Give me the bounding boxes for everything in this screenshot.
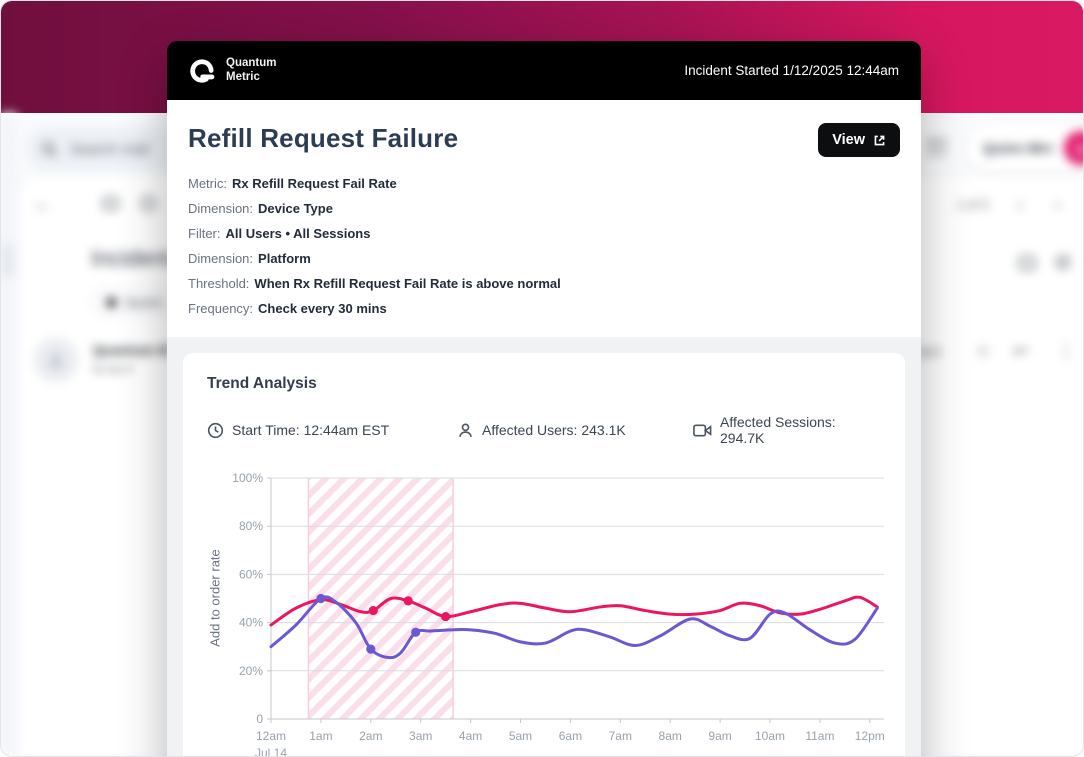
trend-chart-wrap: Add to order rate 0 20% 40% 60% 80% 100% 12am 1…	[207, 464, 885, 756]
sender-name: Quantum M	[93, 342, 170, 358]
star-icon[interactable]: ☆	[975, 341, 992, 361]
detail-dimension-2: Dimension: Platform	[188, 251, 311, 266]
view-button-label: View	[832, 132, 865, 148]
incident-modal: Quantum Metric Incident Started 1/12/202…	[167, 41, 921, 756]
svg-text:20%: 20%	[239, 664, 263, 678]
stat-start-time-text: Start Time: 12:44am EST	[232, 422, 390, 438]
svg-text:3am: 3am	[409, 729, 432, 743]
pager-count: 1 of 3	[957, 198, 989, 212]
external-link-icon	[874, 135, 885, 145]
summarize-chip-label: Summ	[125, 294, 163, 310]
modal-header: Quantum Metric Incident Started 1/12/202…	[167, 41, 921, 100]
detail-filter: Filter: All Users • All Sessions	[188, 226, 371, 241]
svg-text:2am: 2am	[359, 729, 382, 743]
svg-text:7am: 7am	[609, 729, 632, 743]
svg-text:10am: 10am	[755, 729, 785, 743]
trend-heading: Trend Analysis	[207, 375, 317, 392]
stat-affected-sessions: Affected Sessions: 294.7K	[693, 414, 881, 446]
search-icon	[42, 141, 57, 157]
older-chevron-icon[interactable]: ›	[1055, 195, 1061, 214]
detail-frequency: Frequency: Check every 30 mins	[188, 301, 387, 316]
clock-icon	[207, 422, 224, 438]
video-icon	[693, 423, 712, 437]
reply-icon[interactable]: ↩	[1013, 341, 1029, 361]
newer-chevron-icon[interactable]: ‹	[1017, 195, 1023, 214]
brand-line1: Quantum	[226, 57, 277, 70]
print-icon[interactable]	[1019, 256, 1035, 270]
svg-text:5am: 5am	[509, 729, 532, 743]
timestamp: ago)	[917, 344, 942, 358]
svg-text:8am: 8am	[659, 729, 682, 743]
quantum-metric-logo-icon	[190, 58, 215, 83]
stat-affected-users: Affected Users: 243.1K	[457, 414, 693, 446]
gmail-left-rail	[1, 113, 17, 756]
more-vertical-icon[interactable]: ⋮	[1057, 341, 1075, 361]
side-panel-handle[interactable]	[1, 241, 15, 281]
incident-started-text: Incident Started 1/12/2025 12:44am	[684, 63, 899, 78]
svg-text:4am: 4am	[459, 729, 482, 743]
snooze-icon[interactable]	[141, 196, 156, 211]
user-icon	[459, 422, 472, 437]
recipient-toggle[interactable]: to me ▾	[93, 362, 133, 376]
svg-text:9am: 9am	[708, 729, 731, 743]
trend-stats: Start Time: 12:44am EST Affected Users: …	[207, 414, 881, 446]
svg-text:11am: 11am	[805, 729, 834, 743]
svg-text:100%: 100%	[232, 471, 263, 485]
y-axis-label: Add to order rate	[207, 549, 223, 647]
stat-affected-sessions-text: Affected Sessions: 294.7K	[720, 414, 836, 446]
trend-analysis-card: Trend Analysis Start Time: 12:44am EST A…	[183, 353, 905, 756]
person-icon	[49, 353, 63, 367]
summarize-chip[interactable]: Summ	[92, 288, 178, 316]
svg-text:1am: 1am	[309, 729, 332, 743]
page-title: Refill Request Failure	[188, 123, 459, 153]
svg-text:Jul 14: Jul 14	[255, 746, 287, 757]
search-placeholder: Search mail	[70, 140, 150, 158]
modal-body: Refill Request Failure View Metric: Rx R…	[167, 100, 921, 337]
open-in-new-icon[interactable]	[1055, 254, 1071, 270]
svg-text:12am: 12am	[256, 729, 286, 743]
apps-grid-icon[interactable]	[928, 138, 947, 157]
stat-start-time: Start Time: 12:44am EST	[207, 414, 457, 446]
stat-affected-users-text: Affected Users: 243.1K	[482, 422, 626, 438]
profile-name: Quinn Mirr	[983, 140, 1054, 156]
svg-text:12pm: 12pm	[855, 729, 885, 743]
svg-text:40%: 40%	[239, 616, 263, 630]
gemini-sparkle-icon	[105, 295, 118, 309]
profile-chip[interactable]: Quinn Mirr Q	[967, 125, 1083, 171]
brand-line2: Metric	[226, 70, 260, 83]
sender-avatar[interactable]	[34, 338, 78, 382]
detail-metric: Metric: Rx Refill Request Fail Rate	[188, 176, 397, 191]
archive-icon[interactable]	[103, 197, 118, 210]
email-subject: Incident	[91, 245, 172, 271]
quantum-metric-brand: Quantum Metric	[189, 57, 276, 85]
incident-details: Metric: Rx Refill Request Fail Rate Dime…	[188, 171, 900, 321]
view-button[interactable]: View	[818, 123, 900, 157]
svg-text:6am: 6am	[559, 729, 582, 743]
trend-section: Trend Analysis Start Time: 12:44am EST A…	[167, 337, 921, 756]
svg-text:80%: 80%	[239, 519, 263, 533]
detail-dimension-1: Dimension: Device Type	[188, 201, 333, 216]
back-icon[interactable]: ←	[33, 194, 52, 215]
avatar[interactable]: Q	[1063, 131, 1083, 165]
detail-threshold: Threshold: When Rx Refill Request Fail R…	[188, 276, 561, 291]
svg-text:60%: 60%	[239, 567, 263, 581]
trend-chart: 0 20% 40% 60% 80% 100% 12am 1am 2am 3am 4am 5am 6am 7…	[232, 471, 885, 757]
svg-text:0: 0	[256, 712, 263, 726]
